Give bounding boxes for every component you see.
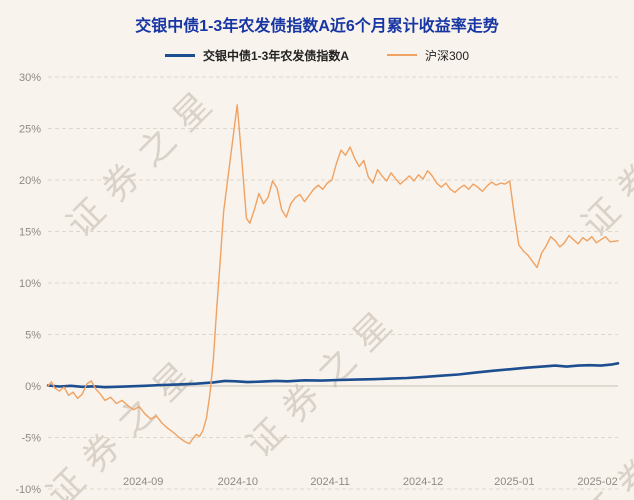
y-tick-label: 25% xyxy=(19,124,41,136)
legend-item-csi300: 沪深300 xyxy=(386,47,470,64)
fund-line-swatch xyxy=(164,53,195,57)
x-tick-label: 2025-02 xyxy=(577,476,617,488)
y-tick-label: 30% xyxy=(19,72,41,84)
legend: 交银中债1-3年农发债指数A 沪深300 xyxy=(0,45,634,65)
y-tick-label: 20% xyxy=(19,175,41,187)
y-tick-label: 0% xyxy=(25,381,41,393)
y-tick-label: -10% xyxy=(15,484,41,496)
line-chart: 30% 25% 20% 15% 10% 5% 0% -5% -10% 2024-09 2024-10… xyxy=(15,72,620,496)
y-tick-label: 15% xyxy=(19,227,41,239)
csi300-line-swatch xyxy=(386,54,417,56)
x-tick-label: 2025-01 xyxy=(494,476,534,488)
legend-label-csi300: 沪深300 xyxy=(424,48,470,63)
series-line xyxy=(47,104,619,445)
chart-title: 交银中债1-3年农发债指数A近6个月累计收益率走势 xyxy=(135,18,499,35)
y-tick-label: 10% xyxy=(19,278,41,290)
legend-label-fund: 交银中债1-3年农发债指数A xyxy=(202,48,349,63)
y-tick-label: -5% xyxy=(21,433,41,445)
series-line xyxy=(46,361,620,389)
legend-item-fund: 交银中债1-3年农发债指数A xyxy=(164,47,349,64)
y-tick-label: 5% xyxy=(25,330,41,342)
x-tick-label: 2024-11 xyxy=(310,476,350,488)
x-tick-label: 2024-10 xyxy=(218,476,258,488)
x-tick-label: 2024-09 xyxy=(123,476,163,488)
x-tick-label: 2024-12 xyxy=(403,476,443,488)
